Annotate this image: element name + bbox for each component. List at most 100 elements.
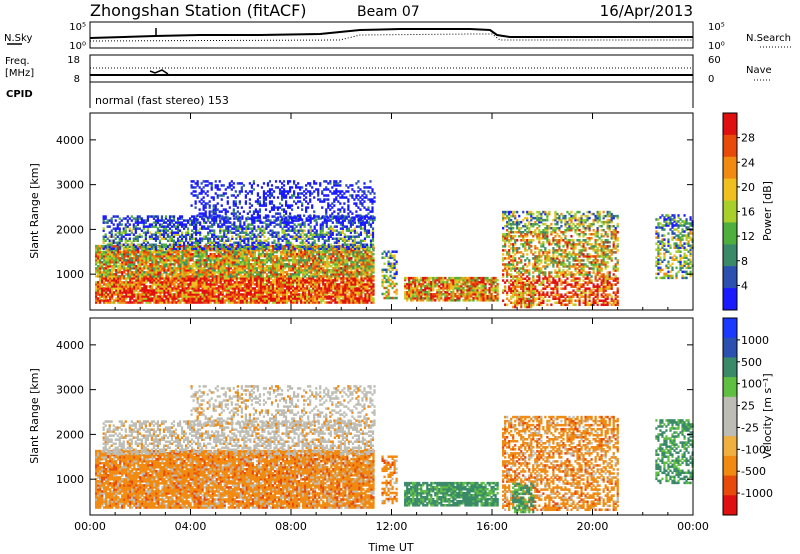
echo-cell (310, 289, 313, 292)
echo-cell (192, 180, 195, 183)
echo-cell (371, 229, 375, 232)
echo-cell (153, 299, 156, 302)
nsky-panel: N.Sky 10⁵ 10⁰ 10⁵ 10⁰ N.Search (4, 21, 792, 52)
echo-cell (319, 233, 322, 236)
echo-cell (111, 297, 114, 300)
echo-cell (188, 243, 192, 247)
echo-cell (294, 256, 297, 260)
echo-cell (147, 254, 150, 258)
echo-cell (173, 287, 176, 290)
echo-cell (165, 301, 168, 304)
echo-cell (157, 267, 160, 270)
echo-cell (165, 283, 168, 286)
echo-cell (171, 283, 174, 286)
echo-cell (279, 289, 283, 292)
echo-cell (146, 229, 149, 232)
echo-cell (372, 297, 375, 300)
echo-cell (247, 279, 250, 282)
echo-cell (332, 279, 335, 282)
echo-cell (314, 283, 317, 286)
echo-cell (263, 235, 266, 238)
echo-cell (355, 241, 359, 245)
echo-cell (128, 229, 131, 232)
echo-cell (175, 252, 178, 256)
echo-cell (119, 299, 122, 302)
echo-cell (225, 229, 228, 232)
echo-cell (306, 271, 309, 274)
echo-cell (129, 258, 132, 262)
echo-cell (287, 275, 291, 278)
echo-cell (181, 291, 184, 294)
echo-cell (312, 248, 315, 252)
echo-cell (294, 244, 297, 248)
echo-cell (221, 245, 224, 249)
echo-cell (167, 246, 170, 250)
echo-cell (117, 301, 120, 304)
echo-cell (101, 293, 104, 296)
echo-cell (329, 229, 332, 232)
echo-cell (287, 248, 291, 252)
echo-cell (223, 301, 226, 304)
echo-cell (151, 289, 154, 292)
echo-cell (249, 301, 252, 304)
echo-cell (338, 285, 341, 288)
echo-cell (185, 269, 188, 272)
echo-cell (185, 252, 188, 256)
echo-cell (233, 217, 236, 220)
echo-cell (366, 273, 369, 276)
echo-cell (157, 277, 160, 280)
echo-cell (163, 285, 166, 288)
echo-cell (138, 235, 141, 238)
echo-cell (165, 250, 168, 254)
echo-cell (187, 299, 190, 302)
echo-cell (346, 256, 349, 260)
echo-cell (350, 256, 353, 260)
echo-cell (292, 289, 295, 292)
echo-cell (115, 275, 118, 278)
echo-cell (137, 271, 140, 274)
echo-cell (311, 233, 314, 236)
echo-cell (306, 293, 309, 296)
echo-cell (292, 299, 295, 302)
echo-cell (257, 273, 261, 276)
echo-cell (279, 275, 283, 278)
echo-cell (285, 241, 288, 245)
echo-cell (229, 279, 232, 282)
echo-cell (322, 256, 325, 260)
echo-cell (332, 250, 335, 254)
echo-cell (334, 293, 337, 296)
echo-cell (195, 262, 198, 266)
echo-cell (162, 237, 166, 240)
echo-cell (107, 246, 110, 250)
echo-cell (295, 233, 298, 236)
echo-cell (213, 241, 216, 245)
echo-cell (343, 215, 346, 218)
echo-cell (310, 267, 313, 270)
echo-cell (160, 217, 164, 220)
echo-cell (273, 215, 276, 218)
echo-cell (351, 223, 355, 226)
echo-cell (336, 246, 339, 250)
echo-cell (99, 291, 102, 294)
echo-cell (161, 265, 164, 268)
echo-cell (231, 254, 234, 258)
echo-cell (185, 248, 188, 252)
echo-cell (99, 248, 102, 252)
echo-cell (207, 248, 210, 252)
echo-cell (233, 271, 236, 274)
echo-cell (133, 250, 136, 254)
echo-cell (364, 295, 367, 298)
echo-cell (237, 254, 240, 258)
echo-cell (213, 237, 216, 240)
echo-cell (237, 227, 240, 230)
echo-cell (300, 301, 303, 304)
echo-cell (287, 254, 291, 258)
echo-cell (209, 283, 212, 286)
echo-cell (179, 267, 182, 270)
echo-cell (369, 243, 373, 247)
echo-cell (344, 297, 347, 300)
echo-cell (332, 293, 335, 296)
echo-cell (269, 244, 273, 248)
echo-cell (195, 299, 198, 302)
echo-cell (127, 258, 130, 262)
